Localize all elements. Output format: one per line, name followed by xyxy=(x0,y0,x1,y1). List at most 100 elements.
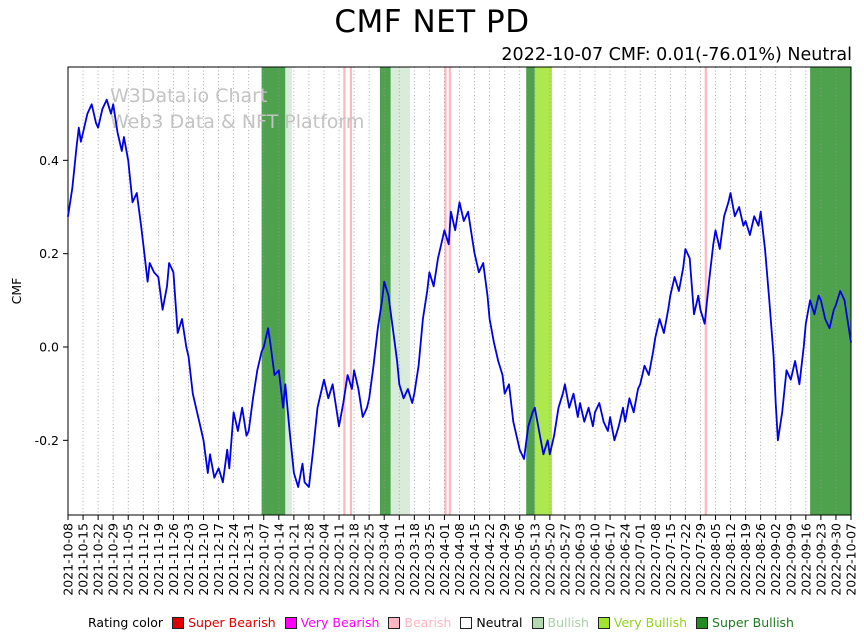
legend-item-label: Super Bullish xyxy=(712,615,794,630)
x-tick-label: 2022-04-08 xyxy=(452,523,467,596)
x-tick-label: 2021-12-24 xyxy=(226,523,241,596)
watermark-line2: Web3 Data & NFT Platform xyxy=(110,111,364,133)
x-tick-label: 2022-01-28 xyxy=(301,523,316,596)
y-tick-label: 0.0 xyxy=(39,340,59,355)
x-tick-label: 2022-03-11 xyxy=(392,523,407,596)
legend-items: Super Bearish Very Bearish Bearish Neutral B… xyxy=(172,615,794,630)
x-tick-label: 2022-09-23 xyxy=(813,523,828,596)
x-tick-label: 2022-04-29 xyxy=(497,523,512,596)
legend-item-label: Bullish xyxy=(547,615,589,630)
rating-band xyxy=(704,67,707,515)
chart-subtitle: 2022-10-07 CMF: 0.01(-76.01%) Neutral xyxy=(501,45,852,65)
legend-item-very-bullish: Very Bullish xyxy=(597,615,688,630)
x-tick-label: 2022-09-02 xyxy=(768,523,783,596)
x-tick-label: 2022-05-13 xyxy=(527,523,542,596)
legend-item-label: Very Bearish xyxy=(300,615,380,630)
x-tick-label: 2022-06-24 xyxy=(618,523,633,596)
x-tick-label: 2022-10-07 xyxy=(844,523,859,596)
x-tick-label: 2021-11-05 xyxy=(121,523,136,596)
legend-item-label: Super Bearish xyxy=(188,615,276,630)
x-tick-label: 2022-01-21 xyxy=(286,523,301,596)
x-tick-label: 2022-07-22 xyxy=(678,523,693,596)
legend-item-bullish: Bullish xyxy=(531,615,589,630)
rating-band xyxy=(810,67,851,515)
legend-item-label: Bearish xyxy=(404,615,452,630)
x-tick-label: 2022-07-08 xyxy=(648,523,663,596)
rating-band xyxy=(534,67,552,515)
rating-band xyxy=(448,67,451,515)
bearish-swatch-icon xyxy=(388,616,401,629)
cmf-line xyxy=(67,98,852,488)
x-tick-label: 2022-09-16 xyxy=(798,523,813,596)
legend-item-super-bullish: Super Bullish xyxy=(696,615,794,630)
x-tick-label: 2021-10-08 xyxy=(61,523,76,596)
y-tick-label: 0.2 xyxy=(39,246,59,261)
x-tick-label: 2021-10-22 xyxy=(91,523,106,596)
watermark-line1: W3Data.io Chart xyxy=(110,85,267,107)
x-tick-label: 2021-12-03 xyxy=(181,523,196,596)
x-tick-label: 2022-07-29 xyxy=(693,523,708,596)
rating-band xyxy=(285,67,292,515)
x-tick-label: 2021-10-29 xyxy=(106,523,121,596)
rating-band xyxy=(379,67,391,515)
x-tick-label: 2022-07-01 xyxy=(633,523,648,596)
x-tick-label: 2022-04-22 xyxy=(482,523,497,596)
legend-item-neutral: Neutral xyxy=(460,615,523,630)
x-tick-label: 2022-07-15 xyxy=(663,523,678,596)
x-tick-label: 2022-08-26 xyxy=(753,523,768,596)
y-axis-label: CMF xyxy=(9,278,24,305)
x-tick-label: 2022-01-07 xyxy=(256,523,271,596)
x-tick-label: 2022-08-19 xyxy=(738,523,753,596)
x-tick-label: 2022-08-12 xyxy=(723,523,738,596)
x-tick-label: 2022-06-03 xyxy=(572,523,587,596)
x-tick-label: 2022-09-09 xyxy=(783,523,798,596)
x-tick-label: 2022-06-10 xyxy=(588,523,603,596)
y-tick-label: 0.4 xyxy=(39,153,59,168)
rating-band xyxy=(526,67,535,515)
y-tick-label: -0.2 xyxy=(35,433,59,448)
x-tick-label: 2022-01-14 xyxy=(271,523,286,596)
x-tick-label: 2022-05-27 xyxy=(557,523,572,596)
rating-band xyxy=(343,67,346,515)
very-bullish-swatch-icon xyxy=(597,616,610,629)
rating-legend: Rating color Super Bearish Very Bearish Be… xyxy=(88,615,794,630)
x-tick-label: 2022-02-25 xyxy=(362,523,377,596)
x-tick-label: 2022-03-25 xyxy=(422,523,437,596)
super-bearish-swatch-icon xyxy=(172,616,185,629)
rating-band xyxy=(390,67,411,515)
x-tick-label: 2022-08-05 xyxy=(708,523,723,596)
x-tick-label: 2022-03-18 xyxy=(407,523,422,596)
x-tick-label: 2021-11-12 xyxy=(136,523,151,596)
x-tick-label: 2021-11-26 xyxy=(166,523,181,596)
super-bullish-swatch-icon xyxy=(696,616,709,629)
x-tick-label: 2022-05-06 xyxy=(512,523,527,596)
x-tick-label: 2021-10-15 xyxy=(76,523,91,596)
rating-band xyxy=(444,67,447,515)
rating-band xyxy=(349,67,352,515)
x-tick-label: 2022-02-11 xyxy=(332,523,347,596)
x-tick-label: 2021-12-17 xyxy=(211,523,226,596)
x-tick-label: 2022-02-04 xyxy=(316,523,331,596)
x-tick-label: 2022-06-17 xyxy=(603,523,618,596)
bullish-swatch-icon xyxy=(531,616,544,629)
legend-item-super-bearish: Super Bearish xyxy=(172,615,276,630)
legend-item-label: Neutral xyxy=(476,615,523,630)
x-tick-label: 2022-04-15 xyxy=(467,523,482,596)
legend-item-bearish: Bearish xyxy=(388,615,451,630)
x-tick-label: 2022-09-30 xyxy=(828,523,843,596)
x-tick-label: 2022-04-01 xyxy=(437,523,452,596)
legend-item-label: Very Bullish xyxy=(613,615,688,630)
legend-item-very-bearish: Very Bearish xyxy=(284,615,380,630)
cmf-line-chart: W3Data.io Chart Web3 Data & NFT Platform -… xyxy=(9,66,859,596)
x-tick-label: 2021-12-10 xyxy=(196,523,211,596)
very-bearish-swatch-icon xyxy=(284,616,297,629)
rating-band xyxy=(261,67,286,515)
x-tick-label: 2022-03-04 xyxy=(377,523,392,596)
neutral-swatch-icon xyxy=(460,616,473,629)
x-tick-label: 2022-05-20 xyxy=(542,523,557,596)
x-tick-label: 2022-02-18 xyxy=(347,523,362,596)
x-tick-label: 2021-11-19 xyxy=(151,523,166,596)
chart-title: CMF NET PD xyxy=(334,4,530,40)
x-tick-label: 2021-12-31 xyxy=(241,523,256,596)
